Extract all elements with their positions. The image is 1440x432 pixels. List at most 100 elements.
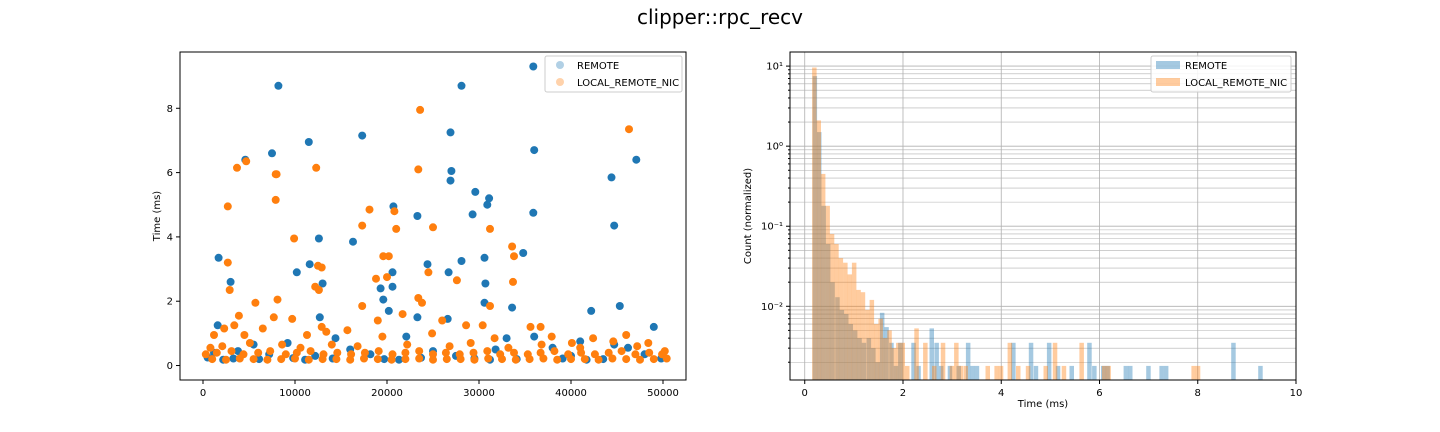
histogram-bar	[1258, 365, 1263, 380]
scatter-point	[622, 331, 631, 339]
histogram-bar	[900, 342, 905, 380]
scatter-point	[636, 355, 644, 364]
x-tick-label: 40000	[555, 388, 587, 399]
histogram-bar	[860, 292, 866, 380]
scatter-point	[587, 306, 596, 315]
histogram-bar	[1106, 365, 1111, 380]
histogram-bar	[898, 342, 903, 380]
scatter-point	[649, 355, 658, 364]
scatter-point	[510, 348, 518, 357]
scatter-point	[444, 268, 453, 277]
histogram-bar	[891, 348, 897, 380]
histogram-legend-swatch-remote	[1156, 61, 1180, 69]
scatter-point	[462, 321, 471, 330]
histogram-legend-label-local: LOCAL_REMOTE_NIC	[1185, 78, 1287, 89]
histogram-bar	[861, 342, 867, 380]
scatter-point	[442, 355, 451, 364]
scatter-point	[457, 81, 466, 90]
histogram-bar	[994, 365, 999, 380]
histogram-bar	[1079, 342, 1084, 380]
scatter-point	[255, 355, 264, 364]
histogram-series-remote	[812, 76, 1263, 380]
scatter-point	[303, 331, 311, 339]
histogram-bar	[970, 365, 975, 380]
scatter-point	[447, 167, 456, 175]
scatter-point	[306, 347, 315, 356]
scatter-point	[504, 343, 513, 352]
histogram-bar	[956, 365, 961, 380]
histogram-bar	[963, 365, 968, 380]
scatter-point	[607, 173, 616, 182]
histogram-legend-label-remote: REMOTE	[1185, 61, 1227, 72]
histogram-bar	[838, 258, 844, 380]
scatter-point	[234, 311, 243, 320]
scatter-point	[594, 355, 603, 364]
histogram-bar	[938, 365, 944, 380]
scatter-point	[360, 354, 368, 363]
scatter-point	[662, 354, 671, 363]
scatter-point	[483, 200, 492, 209]
scatter-point	[567, 339, 576, 347]
scatter-point	[398, 310, 407, 319]
scatter-point	[470, 355, 479, 364]
histogram-bar	[1052, 342, 1058, 380]
scatter-point	[617, 347, 626, 356]
scatter-point	[380, 355, 389, 364]
histogram-bar	[865, 309, 870, 380]
scatter-point	[292, 268, 301, 277]
histogram-bar	[882, 338, 888, 380]
scatter-point	[401, 348, 410, 357]
histogram-bar	[856, 289, 861, 380]
scatter-point	[424, 268, 433, 277]
scatter-point	[446, 128, 455, 137]
scatter-point	[508, 303, 517, 312]
scatter-point	[333, 348, 342, 357]
scatter-point	[567, 355, 575, 364]
scatter-legend: REMOTE LOCAL_REMOTE_NIC	[544, 55, 683, 93]
scatter-point	[222, 355, 230, 364]
scatter-point	[208, 355, 217, 364]
scatter-point	[414, 165, 423, 174]
scatter-point	[485, 194, 494, 203]
scatter-point	[633, 342, 642, 351]
histogram-bar	[923, 342, 928, 380]
scatter-point	[271, 195, 280, 204]
y-tick-label: 10⁻¹	[761, 222, 783, 233]
scatter-point	[418, 298, 426, 307]
scatter-point	[379, 252, 388, 261]
scatter-point	[372, 274, 380, 283]
scatter-point	[502, 334, 511, 343]
histogram-bar	[848, 324, 853, 380]
scatter-point	[322, 327, 331, 336]
histogram-bar	[1011, 342, 1016, 380]
scatter-point	[490, 334, 499, 343]
scatter-point	[277, 355, 286, 364]
scatter-marks	[201, 62, 671, 364]
histogram-y-axis-label: Count (normalized)	[743, 168, 754, 264]
scatter-point	[373, 316, 382, 325]
scatter-legend-marker-remote	[556, 61, 564, 69]
scatter-point	[291, 354, 299, 363]
scatter-point	[374, 347, 383, 356]
histogram-bar	[825, 244, 831, 380]
scatter-point	[530, 146, 539, 155]
y-tick-label: 2	[167, 297, 173, 308]
scatter-point	[378, 332, 387, 341]
scatter-point	[214, 253, 223, 262]
histogram-bar	[879, 312, 885, 380]
scatter-point	[229, 354, 238, 363]
scatter-point	[519, 249, 528, 257]
scatter-point	[624, 343, 632, 352]
scatter-point	[615, 302, 624, 310]
scatter-point	[610, 221, 619, 230]
x-tick-label: 50000	[647, 388, 679, 399]
scatter-point	[384, 252, 393, 261]
histogram-bar	[949, 365, 955, 380]
histogram-bar	[1191, 365, 1196, 380]
scatter-point	[529, 208, 538, 217]
scatter-point	[429, 223, 437, 232]
histogram-bar	[916, 365, 921, 380]
scatter-point	[233, 163, 241, 172]
scatter-point	[604, 348, 613, 357]
